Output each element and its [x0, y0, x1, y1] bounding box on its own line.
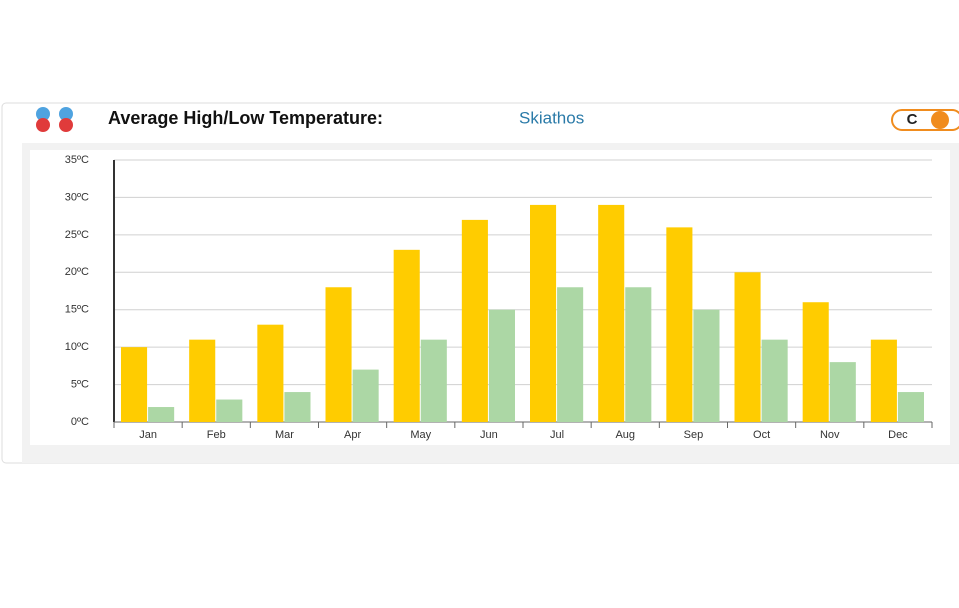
bar	[216, 399, 243, 422]
y-tick-label: 20ºC	[65, 266, 89, 278]
icon[interactable]	[36, 118, 50, 132]
icon[interactable]	[36, 107, 50, 121]
share-icons[interactable]	[36, 107, 73, 132]
bar	[488, 309, 515, 422]
x-tick-label: Sep	[684, 429, 704, 441]
bar	[352, 369, 379, 422]
bar	[257, 324, 284, 422]
y-tick-label: 30ºC	[65, 191, 89, 203]
bar	[870, 339, 897, 422]
y-tick-label: 10ºC	[65, 341, 89, 353]
y-tick-label: 15ºC	[65, 304, 89, 316]
x-tick-label: Dec	[888, 429, 908, 441]
bar	[284, 392, 311, 422]
x-tick-label: Feb	[207, 429, 226, 441]
bar	[598, 204, 625, 422]
y-tick-label: 35ºC	[65, 154, 89, 166]
bar	[666, 227, 693, 422]
bar	[189, 339, 216, 422]
bar	[693, 309, 720, 422]
toggle-knob[interactable]	[931, 111, 949, 129]
bar	[121, 347, 148, 422]
bar	[802, 302, 829, 422]
bar	[557, 287, 584, 422]
x-tick-label: Jun	[480, 429, 498, 441]
x-tick-label: Jul	[550, 429, 564, 441]
x-tick-label: Nov	[820, 429, 840, 441]
bar	[325, 287, 352, 422]
location: Skiathos	[519, 108, 584, 127]
icon[interactable]	[59, 107, 73, 121]
bar	[734, 272, 761, 422]
bar	[420, 339, 447, 422]
y-tick-label: 0ºC	[71, 416, 89, 428]
bar	[761, 339, 788, 422]
x-tick-label: Aug	[615, 429, 635, 441]
bar	[530, 204, 557, 422]
unit-toggle[interactable]: C	[891, 109, 959, 131]
bar	[461, 219, 488, 422]
chart-title: Average High/Low Temperature:	[108, 108, 383, 128]
icon[interactable]	[59, 118, 73, 132]
x-tick-label: Oct	[753, 429, 770, 441]
y-tick-label: 5ºC	[71, 378, 89, 390]
bar	[625, 287, 652, 422]
bar	[897, 392, 924, 422]
x-tick-label: Apr	[344, 429, 361, 441]
y-tick-label: 25ºC	[65, 229, 89, 241]
bar	[148, 407, 175, 422]
x-tick-label: Jan	[139, 429, 157, 441]
toggle-label[interactable]: C	[907, 111, 918, 128]
bar	[393, 249, 420, 422]
x-tick-label: May	[410, 429, 431, 441]
bar	[829, 362, 856, 422]
x-tick-label: Mar	[275, 429, 294, 441]
